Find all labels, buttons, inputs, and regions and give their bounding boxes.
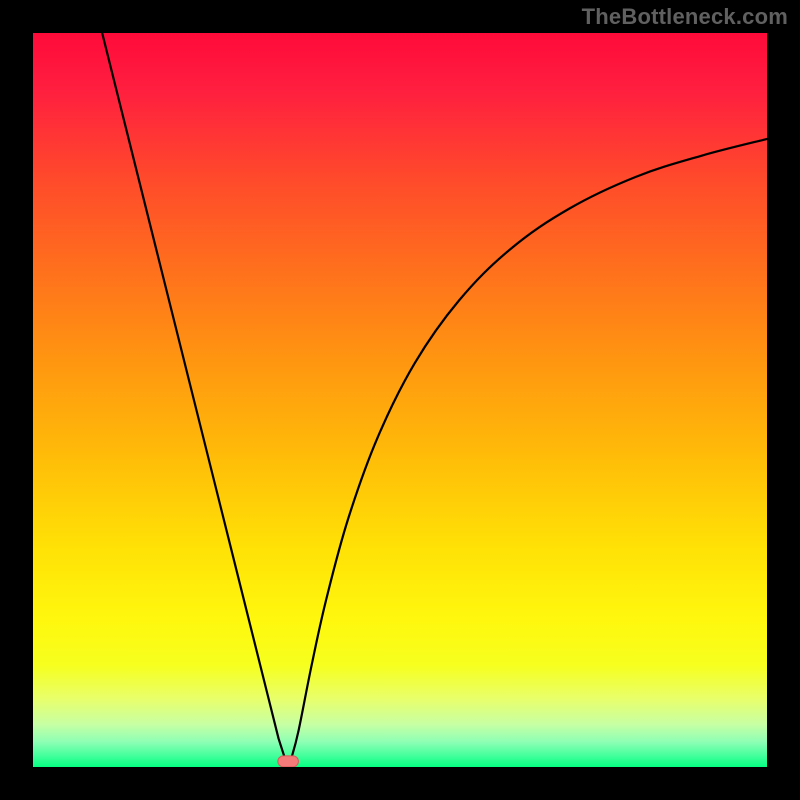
chart-container: TheBottleneck.com bbox=[0, 0, 800, 800]
optimal-point-marker bbox=[278, 756, 299, 767]
bottleneck-chart bbox=[0, 0, 800, 800]
watermark-text: TheBottleneck.com bbox=[582, 4, 788, 30]
plot-background bbox=[32, 32, 768, 768]
